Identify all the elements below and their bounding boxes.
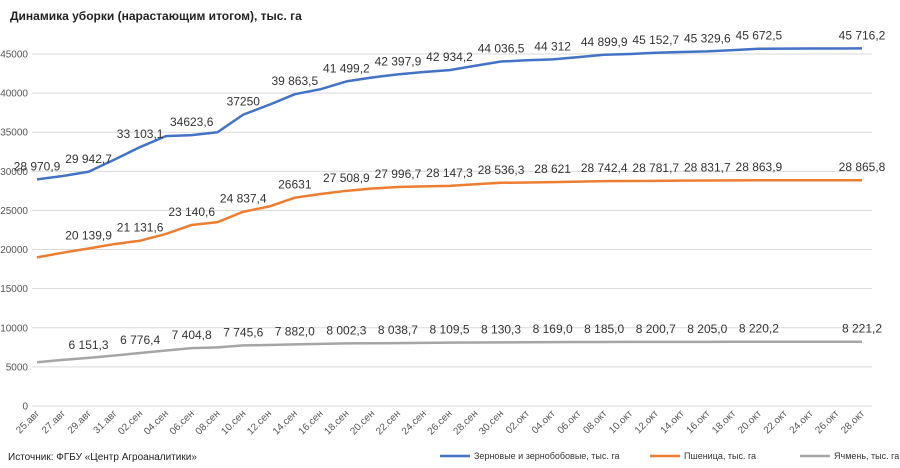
x-tick-label: 10.сен <box>219 408 248 437</box>
x-tick-label: 14.сен <box>271 408 300 437</box>
x-tick-label: 08.окт <box>581 408 609 436</box>
data-label: 8 109,5 <box>429 323 469 337</box>
data-label: 8 185,0 <box>584 322 624 336</box>
data-label: 26631 <box>278 178 312 192</box>
x-tick-label: 28.окт <box>839 408 867 436</box>
x-tick-label: 08.сен <box>194 408 223 437</box>
data-label: 39 863,5 <box>271 74 318 88</box>
x-tick-label: 31.авг <box>92 408 120 436</box>
data-label: 41 499,2 <box>323 61 370 75</box>
data-label: 28 742,4 <box>581 161 628 175</box>
y-tick-label: 40000 <box>0 89 28 100</box>
data-label: 28 970,9 <box>14 159 61 173</box>
data-label: 28 621 <box>534 162 571 176</box>
series-line <box>36 340 863 364</box>
x-tick-label: 04.окт <box>530 408 558 436</box>
data-label: 45 672,5 <box>736 29 783 43</box>
data-label: 8 130,3 <box>481 322 521 336</box>
x-tick-label: 14.окт <box>659 408 687 436</box>
x-tick-label: 25.авг <box>14 408 42 436</box>
x-tick-label: 02.окт <box>504 408 532 436</box>
x-tick-label: 10.окт <box>607 408 635 436</box>
y-tick-label: 35000 <box>0 128 28 139</box>
data-label: 44 312 <box>534 39 571 53</box>
data-label: 27 508,9 <box>323 171 370 185</box>
x-tick-label: 20.окт <box>736 408 764 436</box>
chart-title: Динамика уборки (нарастающим итогом), ты… <box>10 9 302 23</box>
data-label: 28 865,8 <box>839 160 886 174</box>
y-tick-label: 45000 <box>0 50 28 61</box>
x-tick-label: 26.сен <box>426 408 455 437</box>
y-tick-label: 5000 <box>6 362 29 373</box>
x-tick-label: 12.сен <box>245 408 274 437</box>
data-label: 42 934,2 <box>426 50 473 64</box>
source: Источник: ФГБУ «Центр Агроаналитики» <box>8 452 197 463</box>
y-tick-label: 15000 <box>0 284 28 295</box>
data-label: 28 781,7 <box>632 161 679 175</box>
data-label: 8 200,7 <box>636 322 676 336</box>
data-label: 34623,6 <box>170 115 214 129</box>
x-tick-label: 20.сен <box>348 408 377 437</box>
x-tick-label: 18.окт <box>710 408 738 436</box>
data-label: 29 942,7 <box>65 152 112 166</box>
y-tick-label: 0 <box>22 402 28 413</box>
data-label: 45 152,7 <box>632 33 679 47</box>
y-tick-label: 20000 <box>0 245 28 256</box>
data-label: 33 103,1 <box>117 127 164 141</box>
data-label: 45 329,6 <box>684 31 731 45</box>
x-tick-label: 04.сен <box>142 408 171 437</box>
legend-label: Зерновые и зернобобовые, тыс. га <box>474 451 619 461</box>
data-label: 27 996,7 <box>375 167 422 181</box>
data-label: 21 131,6 <box>117 221 164 235</box>
x-tick-label: 26.окт <box>813 408 841 436</box>
data-label: 28 863,9 <box>736 160 783 174</box>
data-label: 45 716,2 <box>839 28 886 42</box>
data-label: 44 899,9 <box>581 35 628 49</box>
data-label: 28 536,3 <box>478 163 525 177</box>
x-tick-label: 22.окт <box>762 408 790 436</box>
x-tick-label: 18.сен <box>323 408 352 437</box>
x-tick-label: 16.сен <box>297 408 326 437</box>
data-label: 8 221,2 <box>842 322 882 336</box>
x-tick-label: 16.окт <box>684 408 712 436</box>
series-line <box>36 178 863 259</box>
x-tick-label: 30.сен <box>477 408 506 437</box>
y-tick-label: 30000 <box>0 167 28 178</box>
x-tick-label: 24.сен <box>400 408 429 437</box>
legend-label: Ячмень, тыс. га <box>834 451 899 461</box>
data-label: 7 404,8 <box>172 328 212 342</box>
series-line <box>36 47 863 181</box>
data-label: 6 151,3 <box>69 338 109 352</box>
x-tick-label: 29.авг <box>66 408 94 436</box>
x-tick-label: 06.окт <box>556 408 584 436</box>
data-label: 20 139,9 <box>65 228 112 242</box>
y-tick-label: 10000 <box>0 323 28 334</box>
x-tick-label: 12.окт <box>633 408 661 436</box>
legend-label: Пшеница, тыс. га <box>684 451 756 461</box>
data-label: 37250 <box>227 95 261 109</box>
data-label: 8 169,0 <box>533 322 573 336</box>
x-tick-label: 22.сен <box>374 408 403 437</box>
x-tick-label: 28.сен <box>451 408 480 437</box>
x-tick-label: 02.сен <box>116 408 145 437</box>
data-label: 28 147,3 <box>426 166 473 180</box>
data-label: 44 036,5 <box>478 42 525 56</box>
data-label: 7 745,6 <box>223 325 263 339</box>
data-label: 8 205,0 <box>687 322 727 336</box>
data-label: 42 397,9 <box>375 54 422 68</box>
y-tick-label: 25000 <box>0 206 28 217</box>
data-label: 8 038,7 <box>378 323 418 337</box>
x-tick-label: 06.сен <box>168 408 197 437</box>
data-label: 28 831,7 <box>684 160 731 174</box>
data-label: 6 776,4 <box>120 333 160 347</box>
x-tick-label: 27.авг <box>40 408 68 436</box>
data-label: 8 220,2 <box>739 322 779 336</box>
data-label: 23 140,6 <box>168 205 215 219</box>
data-label: 24 837,4 <box>220 192 267 206</box>
data-label: 8 002,3 <box>326 323 366 337</box>
x-tick-label: 24.окт <box>788 408 816 436</box>
data-label: 7 882,0 <box>275 324 315 338</box>
